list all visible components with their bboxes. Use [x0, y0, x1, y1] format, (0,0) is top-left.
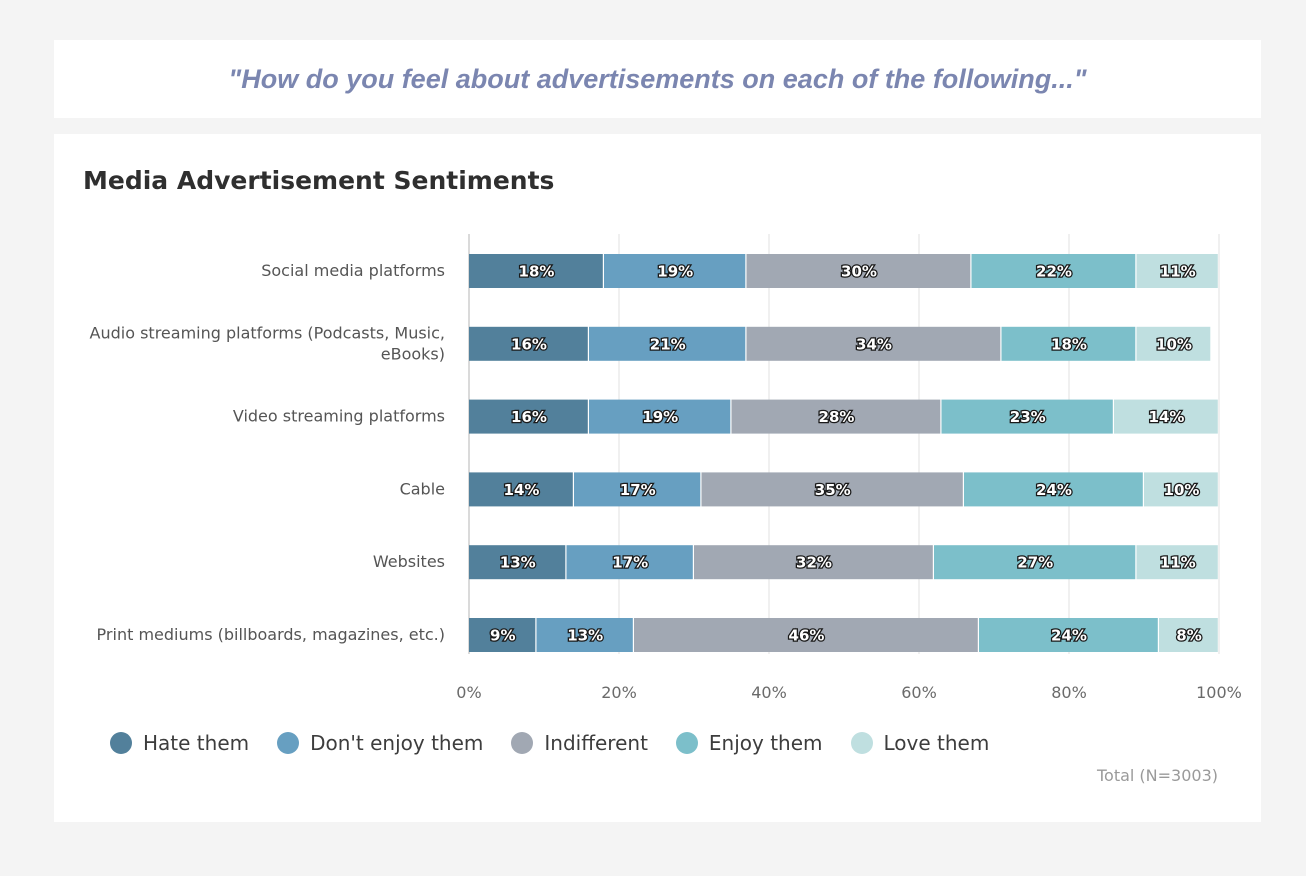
- category-label: Websites: [373, 552, 445, 571]
- bar-segment: [566, 545, 693, 580]
- legend-item: Indifferent: [511, 731, 648, 755]
- legend-item: Enjoy them: [675, 731, 823, 755]
- bar-segment: [574, 472, 701, 507]
- bar-segment: [1114, 399, 1218, 434]
- question-card: "How do you feel about advertisements on…: [54, 40, 1261, 118]
- bar-segment: [634, 618, 978, 652]
- bar-segment: [604, 254, 746, 288]
- bar-data-label: 16%: [511, 408, 547, 426]
- bar-segment: [964, 472, 1143, 507]
- bar-data-label: 34%: [856, 335, 892, 353]
- category-label: eBooks): [381, 344, 445, 363]
- bar-data-label: 9%: [490, 627, 515, 645]
- bar-segment: [469, 399, 588, 434]
- x-tick-label: 80%: [1051, 683, 1087, 702]
- bar-segment: [746, 326, 1001, 361]
- bar-data-label: 46%: [789, 627, 825, 645]
- bar-segment: [469, 326, 588, 361]
- bar-segment: [589, 399, 731, 434]
- sample-size-note: Total (N=3003): [1096, 766, 1218, 785]
- bar-data-label: 11%: [1160, 554, 1196, 572]
- bar-segment: [746, 254, 971, 288]
- bar-data-label: 13%: [500, 554, 536, 572]
- bar-data-label: 14%: [1149, 408, 1185, 426]
- category-label: Audio streaming platforms (Podcasts, Mus…: [90, 323, 445, 342]
- bar-segment: [536, 618, 633, 652]
- bar-segment: [1001, 326, 1136, 361]
- chart-title: Media Advertisement Sentiments: [83, 166, 555, 195]
- category-label: Social media platforms: [261, 261, 445, 280]
- bar-segment: [941, 399, 1113, 434]
- stacked-bar-chart: 0% 20% 40% 60% 80% 100% 18% 19% 30% 22% 11% Social …: [90, 234, 1242, 702]
- bar-segment: [1136, 545, 1218, 580]
- bar-data-label: 17%: [620, 481, 656, 499]
- chart-card: Media Advertisement Sentiments 0% 20% 40% 6…: [54, 134, 1261, 822]
- bar-data-label: 35%: [815, 481, 851, 499]
- bar-segment: [469, 618, 536, 652]
- bar-data-label: 18%: [1051, 335, 1087, 353]
- category-label: Cable: [400, 479, 445, 498]
- legend-label: Love them: [883, 731, 990, 755]
- bar-data-label: 24%: [1036, 481, 1072, 499]
- bar-data-label: 21%: [650, 335, 686, 353]
- x-tick-label: 40%: [751, 683, 787, 702]
- legend-item: Love them: [850, 731, 990, 755]
- bar-segment: [694, 545, 933, 580]
- bar-segment: [971, 254, 1136, 288]
- bar-segment: [979, 618, 1158, 652]
- legend-item: Don't enjoy them: [277, 731, 483, 755]
- x-tick-label: 100%: [1196, 683, 1242, 702]
- legend-swatch: [850, 732, 873, 754]
- legend-swatch: [675, 732, 698, 754]
- bar-segment: [1136, 326, 1211, 361]
- bar-segment: [1159, 618, 1218, 652]
- legend-item: Hate them: [110, 731, 249, 755]
- bar-data-label: 14%: [504, 481, 540, 499]
- bar-data-label: 13%: [567, 627, 603, 645]
- bar-segment: [589, 326, 746, 361]
- bar-data-label: 19%: [642, 408, 678, 426]
- bar-segment: [469, 545, 566, 580]
- x-tick-label: 0%: [456, 683, 481, 702]
- bar-data-label: 23%: [1010, 408, 1046, 426]
- bar-segment: [469, 472, 573, 507]
- bar-data-label: 11%: [1160, 263, 1196, 281]
- bar-data-label: 17%: [612, 554, 648, 572]
- bar-data-label: 19%: [657, 263, 693, 281]
- bar-data-label: 18%: [519, 263, 555, 281]
- bar-data-label: 16%: [511, 335, 547, 353]
- bar-segment: [1144, 472, 1218, 507]
- legend-swatch: [511, 732, 534, 754]
- bar-segment: [701, 472, 963, 507]
- legend-label: Enjoy them: [708, 731, 823, 755]
- chart-legend: Hate them Don't enjoy them Indifferent Enjo…: [110, 731, 1017, 755]
- bar-data-label: 30%: [841, 263, 877, 281]
- legend-swatch: [110, 732, 132, 754]
- bar-data-label: 28%: [819, 408, 855, 426]
- bar-data-label: 27%: [1017, 554, 1053, 572]
- bar-data-label: 10%: [1164, 481, 1200, 499]
- x-tick-label: 60%: [901, 683, 937, 702]
- bar-data-label: 24%: [1051, 627, 1087, 645]
- bar-data-label: 10%: [1156, 335, 1192, 353]
- bar-segment: [731, 399, 941, 434]
- legend-label: Don't enjoy them: [310, 731, 484, 755]
- survey-question: "How do you feel about advertisements on…: [228, 63, 1087, 94]
- bar-segment: [469, 254, 603, 288]
- legend-label: Indifferent: [544, 731, 648, 755]
- x-tick-label: 20%: [601, 683, 637, 702]
- bar-data-label: 32%: [796, 554, 832, 572]
- legend-swatch: [277, 732, 300, 754]
- bar-segment: [934, 545, 1136, 580]
- bar-data-label: 8%: [1176, 627, 1201, 645]
- bar-segment: [1136, 254, 1218, 288]
- bar-data-label: 22%: [1036, 263, 1072, 281]
- category-label: Video streaming platforms: [233, 407, 445, 426]
- legend-label: Hate them: [143, 731, 250, 755]
- category-label: Print mediums (billboards, magazines, et…: [97, 625, 445, 644]
